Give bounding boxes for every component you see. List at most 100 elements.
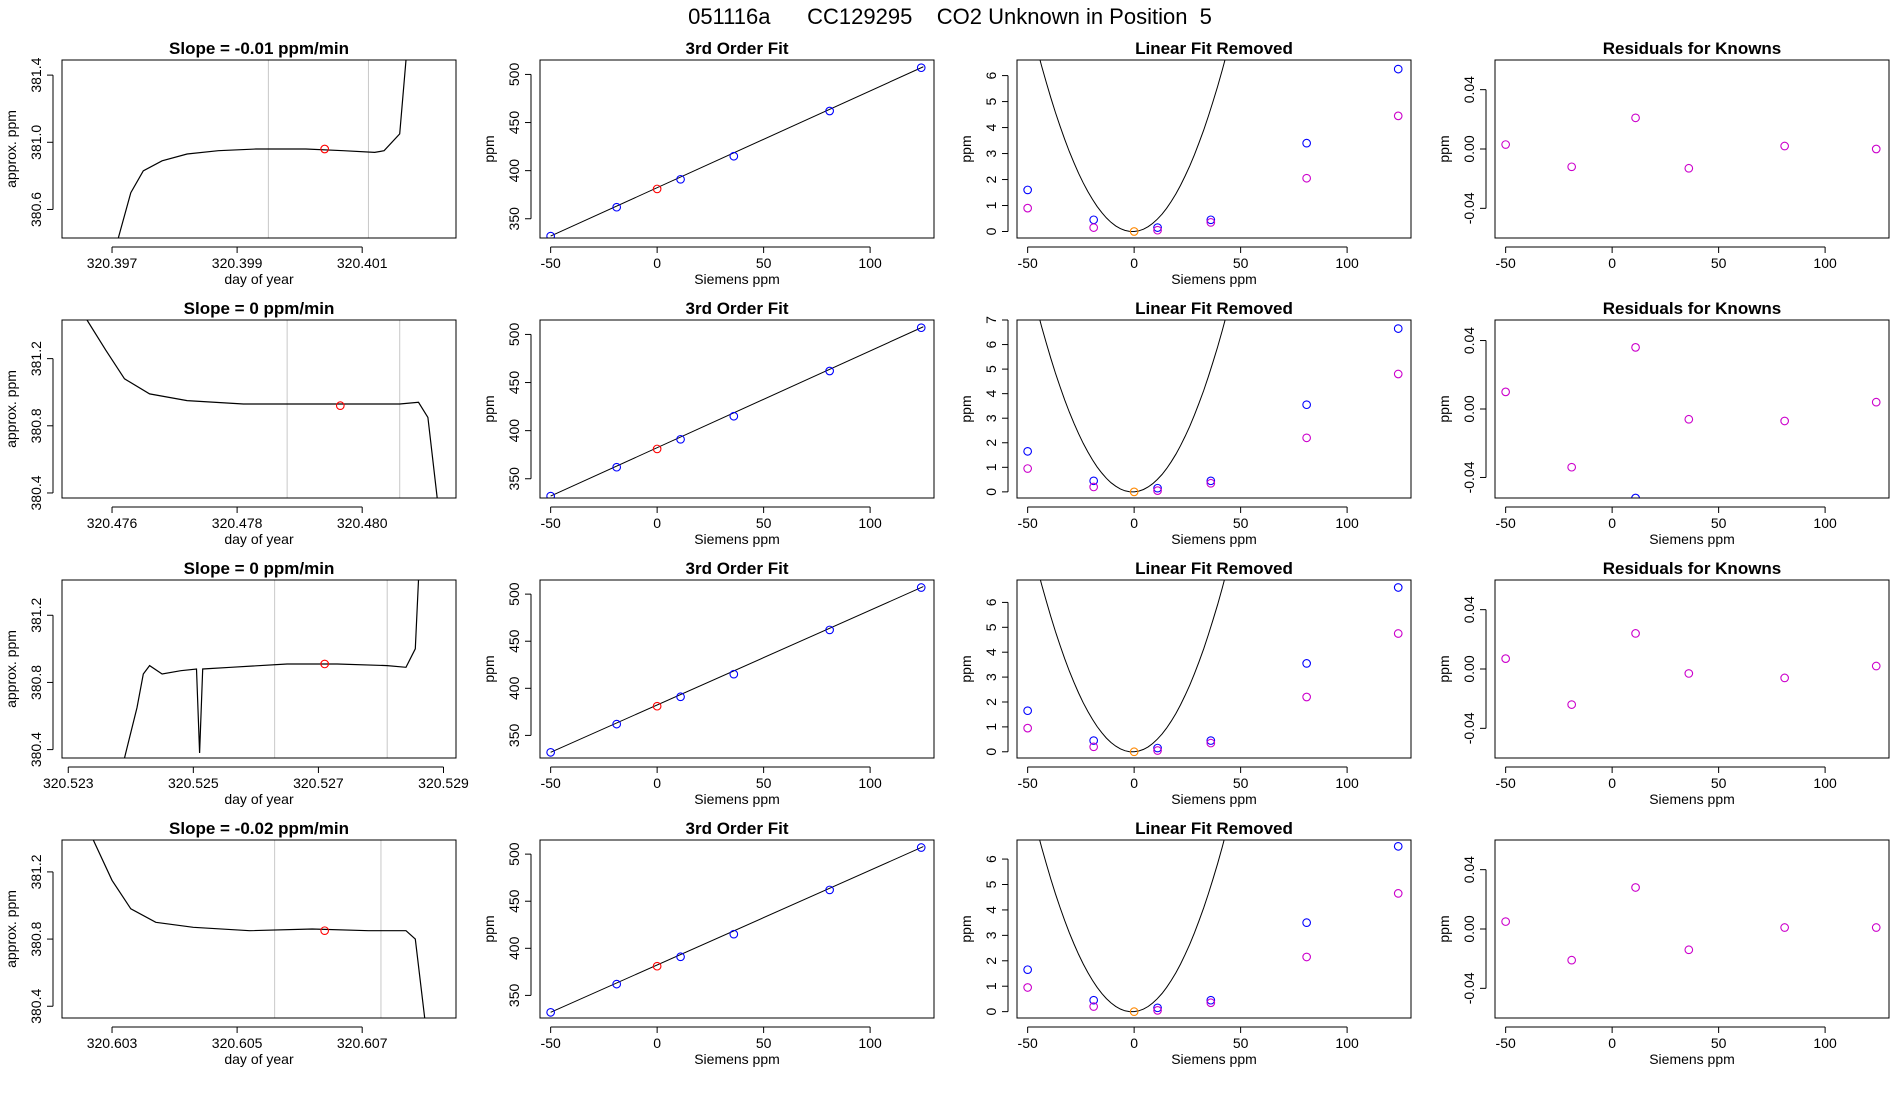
y-tick-label: 0.04 (1461, 596, 1477, 623)
x-tick-label: 0 (1130, 1035, 1138, 1051)
y-tick-label: 380.6 (28, 192, 44, 227)
plot-frame (61, 59, 457, 239)
x-tick-label: 50 (1711, 255, 1727, 271)
data-point (1684, 414, 1694, 424)
y-tick-label: 1 (983, 723, 999, 731)
data-point (1631, 343, 1640, 352)
data-point (1684, 163, 1694, 173)
plot-frame (539, 319, 935, 499)
y-axis-label: ppm (481, 395, 497, 422)
plot-frame (61, 839, 457, 1019)
panel-2-3: Residuals for Knowns -50 0 50 100 Siemens ppm… (1436, 559, 1890, 807)
x-tick-label: 320.480 (337, 515, 388, 531)
y-tick-label: 4 (983, 906, 999, 914)
y-axis-label: ppm (958, 395, 974, 422)
data-point (1871, 397, 1881, 407)
data-point (1089, 742, 1099, 752)
y-tick-label: 400 (506, 159, 522, 183)
data-point (1129, 747, 1139, 757)
y-axis-label: ppm (1436, 915, 1452, 942)
x-tick-label: 100 (1813, 1035, 1837, 1051)
x-tick-label: -50 (1496, 775, 1516, 791)
data-point (825, 366, 834, 376)
plot-frame (1494, 579, 1890, 759)
y-tick-label: 4 (983, 123, 999, 131)
x-tick-label: 100 (1813, 515, 1837, 531)
x-tick-label: -50 (1018, 775, 1038, 791)
plot-content (1501, 113, 1881, 173)
y-tick-label: -0.04 (1461, 461, 1477, 493)
panel-1-1: 3rd Order Fit -50 0 50 100 Siemens ppm 350 400 4… (481, 299, 935, 547)
data-point (652, 184, 662, 194)
x-tick-label: 100 (858, 515, 882, 531)
y-tick-label: 0.04 (1461, 327, 1477, 354)
panel-title: Slope = -0.01 ppm/min (169, 39, 349, 58)
x-tick-label: 50 (756, 255, 772, 271)
data-point (1567, 700, 1577, 709)
plot-frame (61, 319, 457, 499)
x-tick-label: 0 (1130, 775, 1138, 791)
x-tick-label: 0 (653, 255, 661, 271)
y-tick-label: 4 (983, 390, 999, 398)
x-tick-label: 50 (1233, 775, 1249, 791)
y-axis-label: ppm (958, 135, 974, 162)
plot-content (546, 323, 926, 498)
data-point (1089, 1002, 1099, 1011)
data-point (1023, 464, 1032, 473)
data-point (1393, 324, 1403, 333)
x-tick-label: 100 (1335, 1035, 1359, 1051)
y-tick-label: 6 (983, 598, 999, 606)
data-point (676, 174, 685, 184)
y-tick-label: 4 (983, 648, 999, 656)
data-point (1302, 692, 1311, 702)
data-point (1780, 141, 1789, 151)
data-point (1206, 736, 1216, 745)
x-tick-label: 0 (653, 515, 661, 531)
y-tick-label: -0.04 (1461, 712, 1477, 744)
x-axis-label: Siemens ppm (694, 791, 780, 807)
y-tick-label: 5 (983, 365, 999, 373)
x-tick-label: 320.397 (87, 255, 138, 271)
y-tick-label: 2 (983, 439, 999, 447)
y-tick-label: 400 (506, 419, 522, 443)
y-tick-label: 381.0 (28, 125, 44, 160)
y-axis-label: approx. ppm (3, 110, 19, 188)
data-point (916, 323, 926, 333)
panel-0-3: Residuals for Knowns -50 0 50 100 -0.04 0.00 0.… (1436, 39, 1890, 271)
data-point (612, 462, 622, 472)
marker-point (320, 926, 330, 936)
x-axis-label: day of year (224, 1051, 294, 1067)
panel-title: Slope = 0 ppm/min (184, 559, 335, 578)
trace-line (86, 320, 438, 498)
x-tick-label: 100 (1335, 515, 1359, 531)
y-axis-label: approx. ppm (3, 890, 19, 968)
data-point (1023, 203, 1032, 213)
panel-2-0: Slope = 0 ppm/min 320.523 320.525 320.527 32… (3, 559, 469, 807)
plot-frame (1016, 839, 1412, 1019)
data-point (1089, 995, 1099, 1005)
data-point (1153, 225, 1162, 235)
data-point (1780, 673, 1789, 683)
y-tick-label: 450 (506, 889, 522, 913)
plot-frame (61, 579, 457, 759)
trace-line (92, 840, 426, 1018)
data-point (1023, 447, 1032, 456)
data-point (612, 202, 622, 212)
y-tick-label: 1 (983, 982, 999, 990)
panel-0-0: Slope = -0.01 ppm/min 320.397 320.399 320.4… (3, 39, 457, 287)
plot-frame (1016, 59, 1412, 239)
panel-title: Linear Fit Removed (1135, 559, 1293, 578)
data-point (1302, 433, 1311, 443)
data-point (1089, 482, 1099, 492)
x-tick-label: 100 (1813, 775, 1837, 791)
plot-frame (1016, 579, 1412, 759)
y-tick-label: 500 (506, 323, 522, 347)
data-point (546, 231, 555, 238)
panel-title: Slope = -0.02 ppm/min (169, 819, 349, 838)
x-tick-label: 320.476 (87, 515, 138, 531)
data-point (1089, 223, 1099, 232)
x-tick-label: 100 (1813, 255, 1837, 271)
data-point (1684, 945, 1694, 955)
data-point (1567, 462, 1577, 472)
x-tick-label: 0 (653, 775, 661, 791)
